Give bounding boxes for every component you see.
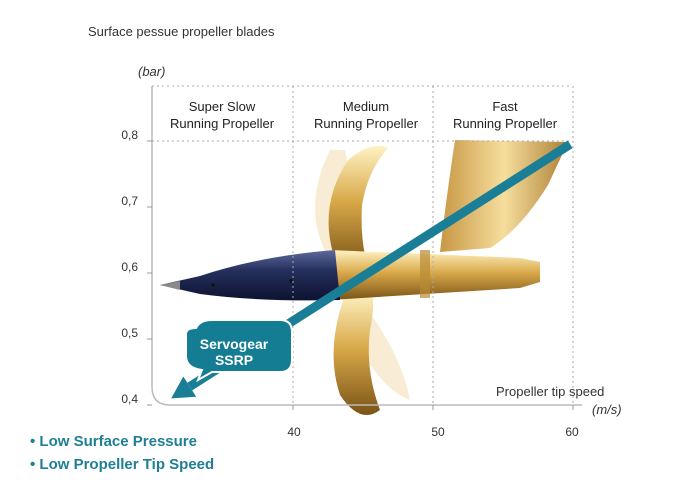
x-tick-label: 40 xyxy=(287,425,301,439)
trend-arrow-head xyxy=(171,376,197,399)
benefit-list: • Low Surface Pressure • Low Propeller T… xyxy=(30,430,214,476)
lower-propeller-blade xyxy=(333,292,380,415)
y-tick-label: 0,5 xyxy=(121,326,138,340)
servogear-badge xyxy=(185,319,293,383)
zone-label-line2: Running Propeller xyxy=(452,116,558,131)
badge-line1: Servogear xyxy=(199,336,269,352)
x-tick-label: 60 xyxy=(565,425,579,439)
zone-label-line2: Running Propeller xyxy=(169,116,275,131)
servogear-badge-label: Servogear SSRP xyxy=(180,336,288,368)
benefit-item: • Low Propeller Tip Speed xyxy=(30,456,215,473)
navy-hub-cone xyxy=(160,250,340,301)
badge-line2: SSRP xyxy=(214,352,254,368)
zone-label-line1: Medium xyxy=(342,99,390,114)
zone-label-super-slow: Super Slow Running Propeller xyxy=(150,98,294,132)
zone-label-medium: Medium Running Propeller xyxy=(294,98,438,132)
benefit-item: • Low Surface Pressure xyxy=(30,433,197,450)
zone-label-line1: Fast xyxy=(492,99,518,114)
upper-propeller-blade xyxy=(328,145,388,268)
x-axis-title: Propeller tip speed xyxy=(496,384,605,399)
y-tick-label: 0,6 xyxy=(121,260,138,274)
zone-label-fast: Fast Running Propeller xyxy=(438,98,572,132)
x-tick-label: 50 xyxy=(431,425,445,439)
zone-label-line1: Super Slow xyxy=(188,99,256,114)
x-axis-unit: (m/s) xyxy=(592,402,622,417)
y-tick-label: 0,4 xyxy=(121,392,138,406)
chart-axes xyxy=(151,86,582,406)
y-axis-title: Surface pessue propeller blades xyxy=(88,24,275,39)
y-tick-label: 0,7 xyxy=(121,194,138,208)
y-tick-label: 0,8 xyxy=(121,128,138,142)
y-axis-unit: (bar) xyxy=(138,64,166,79)
zone-label-line2: Running Propeller xyxy=(313,116,419,131)
